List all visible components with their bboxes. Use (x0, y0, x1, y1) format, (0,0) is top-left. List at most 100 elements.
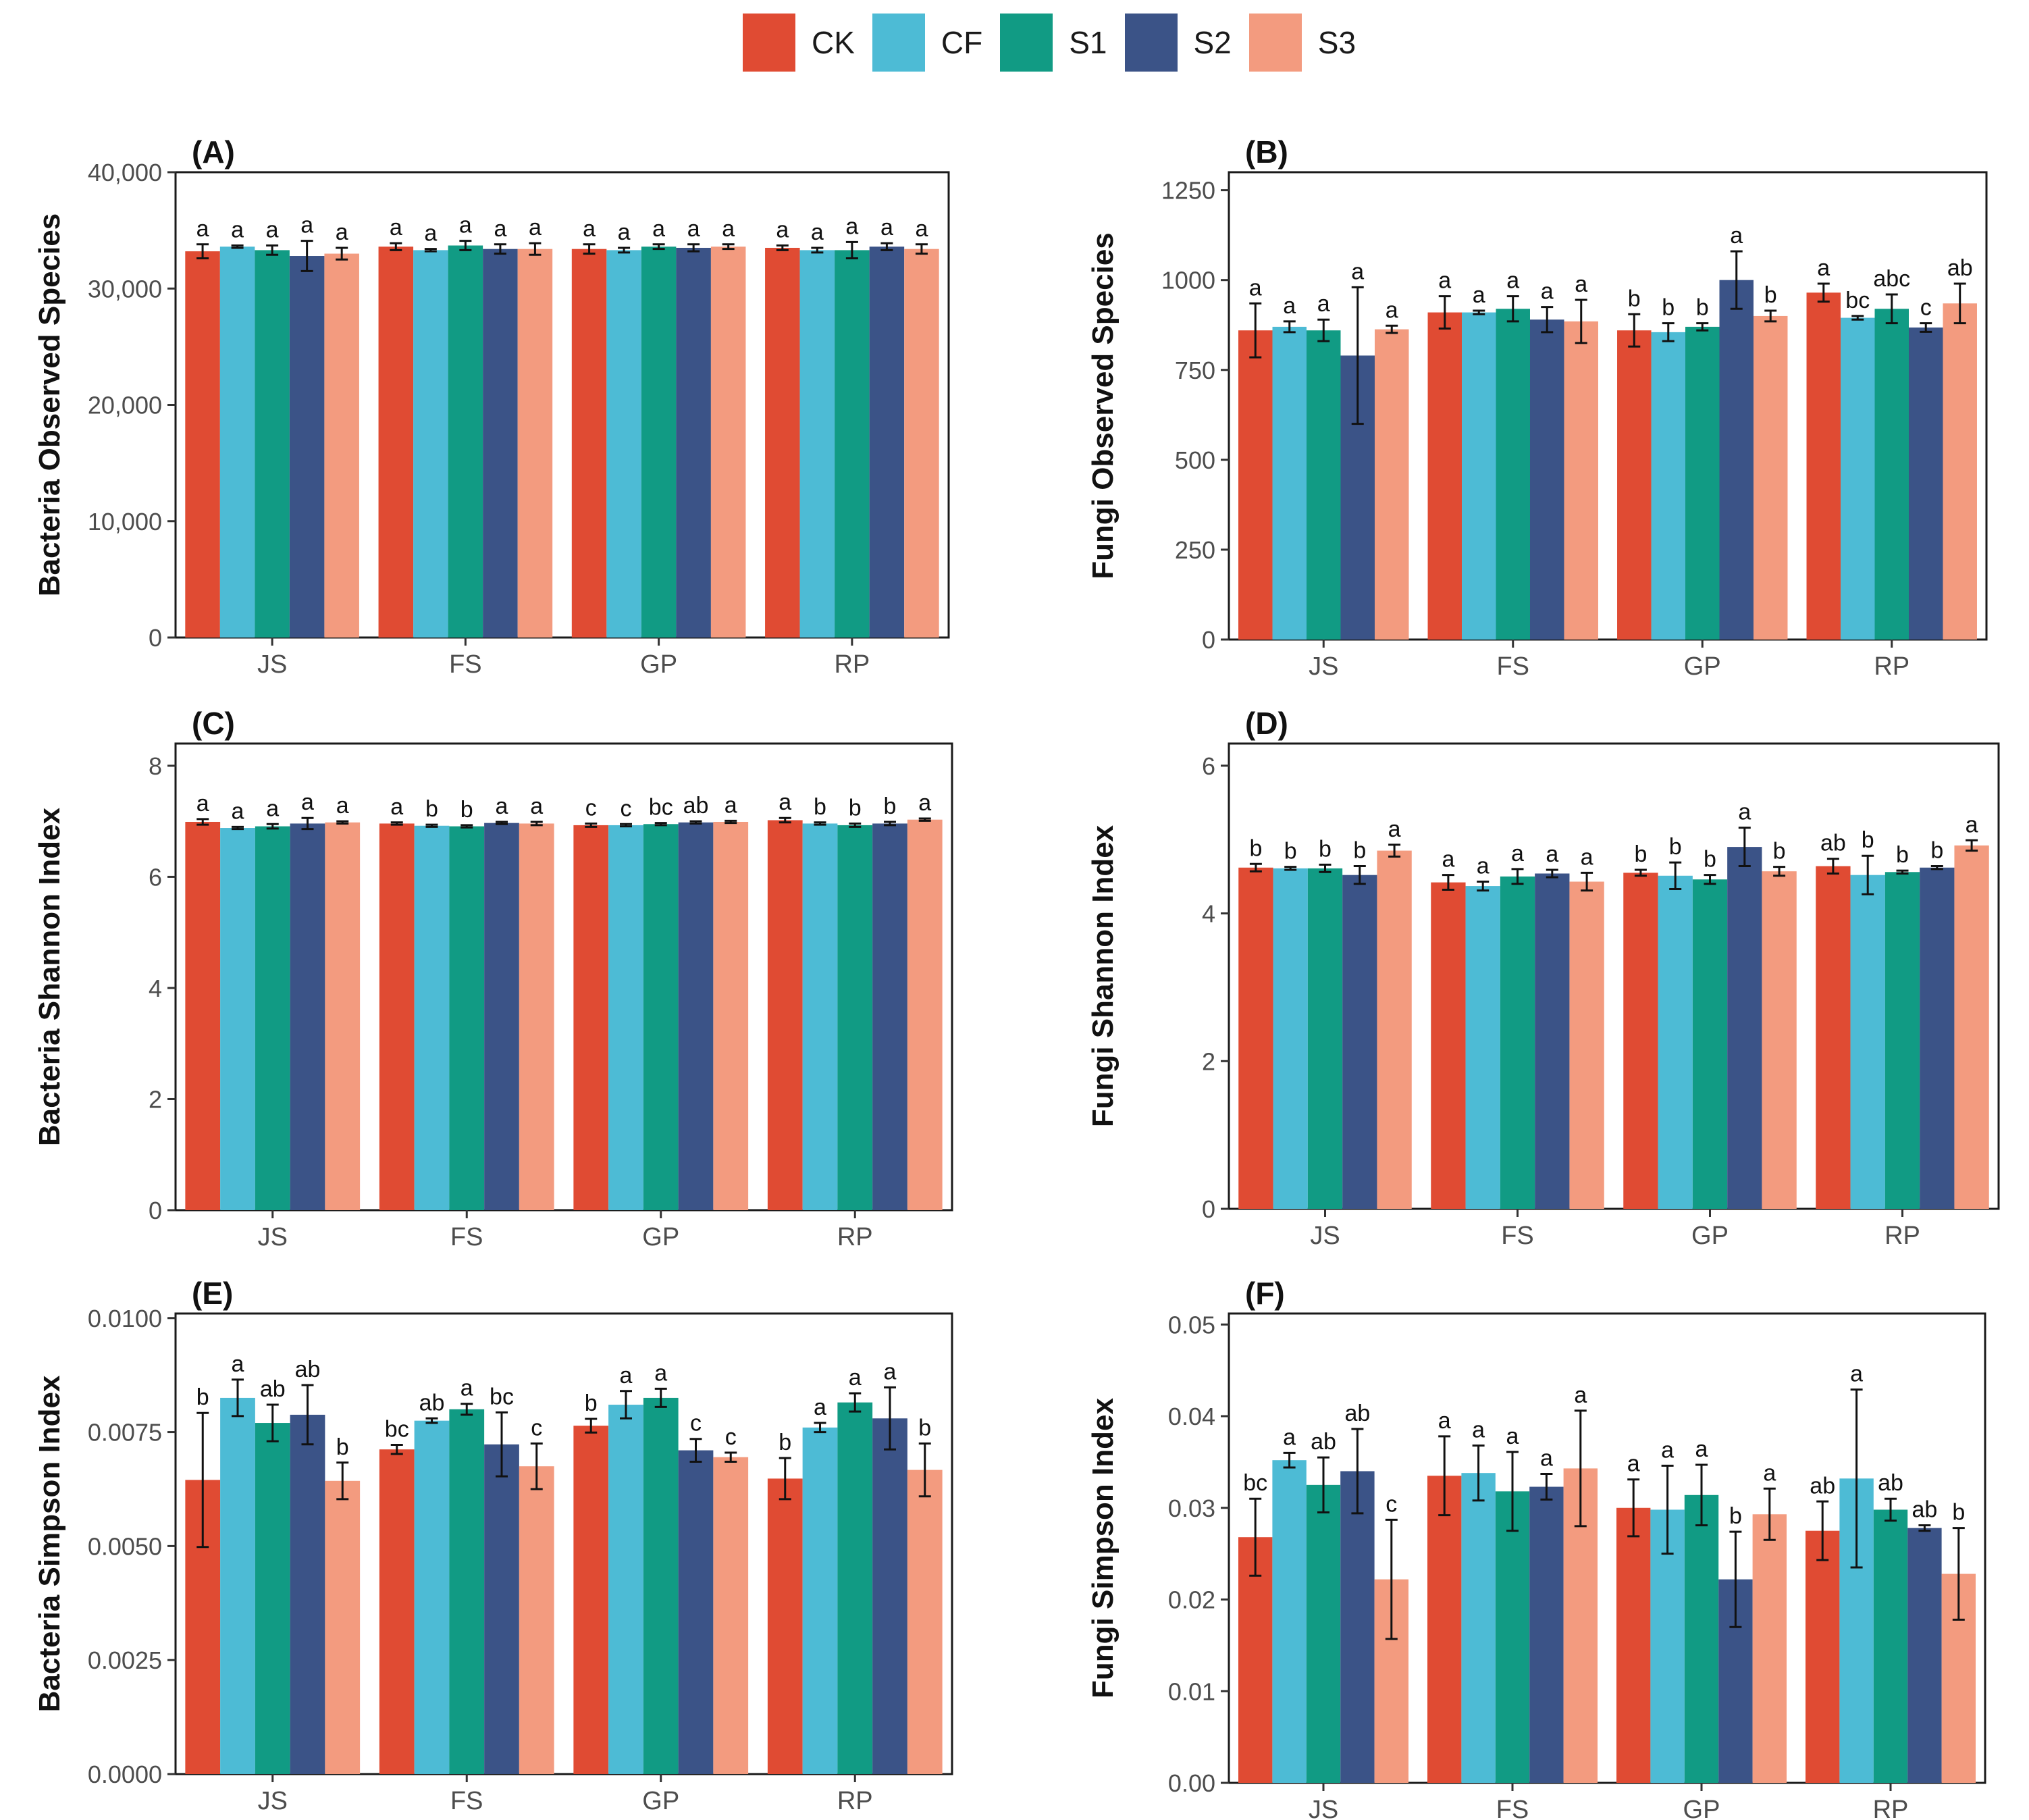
bar-cf-js (1272, 1460, 1307, 1783)
bar-s3-fs (517, 249, 553, 638)
significance-letter: a (1351, 259, 1364, 284)
y-tick-label: 20,000 (88, 392, 162, 419)
bar-cf-fs (413, 250, 448, 638)
plot-frame (1228, 1312, 1986, 1784)
x-tick-label: JS (258, 1787, 288, 1815)
significance-letter: a (814, 1395, 826, 1420)
bar-ck-fs (379, 823, 415, 1210)
x-tick-label: GP (642, 1787, 679, 1815)
significance-letter: b (884, 794, 897, 819)
x-tick-label: GP (642, 1223, 679, 1251)
significance-letter: a (1817, 255, 1830, 281)
bar-s2-rp (872, 1418, 907, 1774)
bar-ck-gp (573, 825, 609, 1210)
x-tick-label: FS (1496, 1796, 1529, 1820)
significance-letter: ab (1820, 831, 1846, 856)
significance-letter: a (1966, 812, 1978, 837)
significance-letter: a (776, 217, 789, 243)
bar-s1-gp (643, 824, 679, 1210)
y-tick-label: 2 (149, 1085, 162, 1113)
significance-letter: a (811, 219, 824, 245)
bar-s1-js (255, 1423, 290, 1774)
significance-letter: c (621, 796, 632, 821)
y-tick-label: 0 (1202, 626, 1215, 654)
significance-letter: ab (260, 1376, 286, 1402)
significance-letter: a (530, 794, 543, 819)
x-tick-label: JS (1309, 652, 1338, 681)
significance-letter: ab (1311, 1429, 1336, 1455)
significance-letter: a (1763, 1460, 1776, 1486)
significance-letter: a (1574, 1382, 1587, 1408)
bar-s2-js (290, 1414, 325, 1774)
chart-panel-2: (B) 0 250 500 750 1000 1250 Fungi Observed Spec… (1086, 134, 1988, 681)
significance-letter: b (1353, 838, 1366, 864)
legend-item-s3: S3 (1248, 14, 1356, 72)
y-tick-label: 0.0075 (88, 1419, 162, 1447)
significance-letter: b (1862, 827, 1874, 853)
y-axis-title: Bacteria Simpson Index (33, 1375, 66, 1712)
significance-letter: a (722, 216, 735, 242)
significance-letter: b (918, 1415, 931, 1440)
significance-letter: b (196, 1384, 209, 1410)
significance-letter: b (1249, 835, 1262, 861)
bar-s1-gp (1692, 879, 1728, 1209)
y-tick-label: 8 (149, 752, 162, 780)
significance-letter: a (232, 1351, 244, 1377)
bar-ck-gp (573, 1426, 609, 1774)
bar-s1-fs (1500, 876, 1535, 1209)
bar-s2-gp (678, 1450, 714, 1774)
significance-letter: a (779, 789, 791, 815)
bar-ck-fs (1431, 882, 1466, 1209)
y-tick-label: 0.01 (1168, 1678, 1215, 1705)
bar-ck-rp (1816, 866, 1851, 1209)
bar-s3-rp (907, 819, 943, 1210)
bar-s3-gp (713, 821, 749, 1210)
bar-s1-js (1307, 330, 1341, 640)
bar-s3-js (1374, 329, 1409, 640)
significance-letter: a (232, 798, 244, 824)
y-tick-label: 4 (1202, 900, 1215, 928)
bar-s1-gp (641, 246, 677, 638)
significance-letter: a (1695, 1436, 1708, 1462)
legend-item-s2: S2 (1124, 14, 1232, 72)
bar-cf-gp (608, 825, 643, 1210)
significance-letter: abc (1873, 266, 1910, 292)
bar-ck-gp (1616, 1507, 1651, 1783)
bar-cf-js (220, 828, 255, 1210)
bar-cf-gp (608, 1405, 643, 1774)
significance-letter: b (460, 797, 473, 823)
x-tick-label: FS (449, 650, 482, 679)
significance-letter: ab (295, 1357, 321, 1382)
y-axis-title: Bacteria Observed Species (33, 213, 66, 596)
plot-frame (174, 1312, 953, 1775)
x-tick-label: JS (258, 1223, 288, 1251)
bar-cf-fs (414, 1420, 450, 1774)
bar-s1-rp (835, 250, 870, 638)
bar-s1-fs (1496, 309, 1530, 640)
bar-s2-gp (676, 247, 711, 638)
significance-letter: a (915, 216, 928, 242)
bar-s2-fs (484, 823, 519, 1210)
significance-letter: a (884, 1359, 897, 1384)
significance-letter: a (1249, 275, 1262, 301)
significance-letter: b (585, 1390, 598, 1416)
significance-letter: a (300, 213, 313, 238)
bar-s1-js (1307, 868, 1343, 1209)
bar-s1-js (255, 826, 290, 1210)
significance-letter: a (918, 790, 931, 816)
significance-letter: a (1317, 291, 1330, 317)
significance-letter: bc (1243, 1470, 1267, 1496)
panel-label: (B) (1245, 134, 1288, 170)
bar-cf-fs (414, 825, 450, 1210)
legend-label-s1: S1 (1069, 25, 1107, 60)
panel-label: (A) (192, 134, 235, 170)
significance-letter: a (849, 1365, 862, 1390)
bar-cf-fs (1462, 312, 1496, 640)
bar-s2-rp (869, 246, 905, 638)
x-tick-label: FS (450, 1787, 483, 1815)
bar-ck-js (1238, 330, 1273, 640)
significance-letter: a (266, 217, 279, 243)
y-tick-label: 500 (1175, 446, 1215, 474)
bar-s2-js (290, 823, 325, 1210)
significance-letter: a (1386, 297, 1398, 323)
